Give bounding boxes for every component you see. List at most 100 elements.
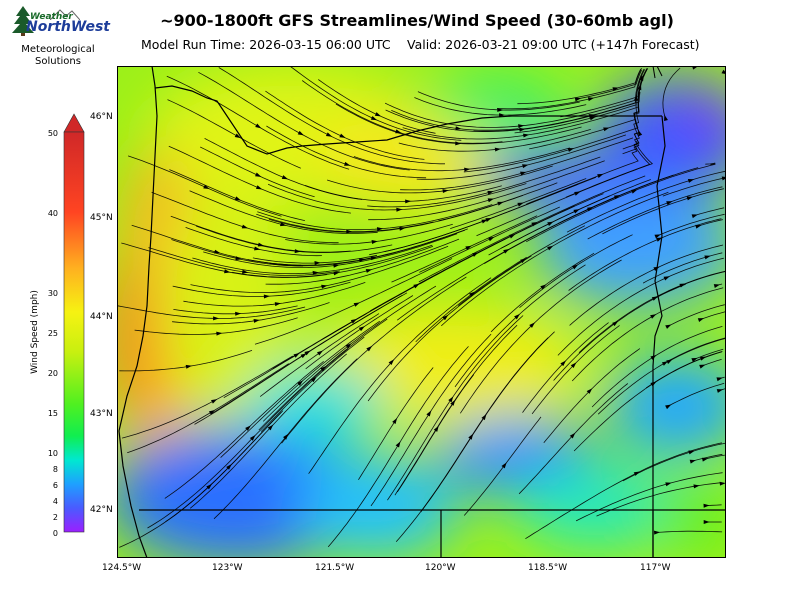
streamline-arrow — [399, 226, 406, 231]
streamline — [692, 453, 723, 462]
streamline — [694, 348, 724, 360]
streamline-arrow — [654, 234, 661, 239]
streamline — [189, 353, 347, 509]
streamline — [463, 101, 640, 173]
streamline-arrow — [442, 314, 449, 321]
streamline — [318, 79, 436, 134]
streamline — [473, 69, 645, 132]
streamline-arrow — [613, 195, 621, 200]
streamline-arrow — [344, 161, 351, 166]
streamline — [220, 320, 381, 458]
colorbar-tick-30: 30 — [47, 289, 58, 298]
map-frame — [117, 66, 726, 558]
streamline — [289, 66, 462, 141]
streamline — [147, 348, 349, 529]
mountain-icon — [50, 9, 80, 20]
colorbar-tick-50: 50 — [47, 129, 58, 138]
streamline-arrow — [465, 245, 472, 251]
streamline-arrow — [650, 314, 657, 319]
colorbar: 0 2 4 6 8 10 15 20 25 30 40 50 Wind Speed (mph) — [0, 100, 100, 550]
streamline-arrow — [254, 246, 261, 251]
streamline-arrow — [633, 471, 640, 476]
streamline — [402, 106, 638, 140]
streamline — [526, 140, 640, 205]
streamline-arrow — [631, 189, 638, 194]
streamline-arrow — [666, 201, 673, 206]
model-run-time: Model Run Time: 2026-03-15 06:00 UTC — [141, 37, 391, 52]
streamline-arrow — [485, 218, 492, 223]
streamline — [602, 188, 724, 235]
colorbar-bar — [63, 113, 85, 533]
streamline-arrow — [520, 171, 527, 176]
tree-icon — [12, 6, 34, 36]
streamline — [587, 186, 723, 240]
streamline-arrow — [374, 112, 382, 117]
streamline-arrow — [529, 322, 535, 328]
streamline-arrow — [253, 318, 260, 323]
streamline-arrow — [656, 237, 663, 242]
streamline-arrow — [666, 359, 673, 364]
streamline-arrow — [211, 399, 218, 404]
streamline — [121, 355, 294, 439]
streamline-arrow — [695, 224, 702, 229]
streamline-arrow — [242, 269, 249, 274]
streamline-arrow — [701, 457, 709, 462]
streamline-arrow — [699, 356, 707, 361]
streamline-arrow — [366, 345, 373, 352]
logo-subtitle-line2: Solutions — [35, 56, 81, 67]
streamline-arrow — [567, 148, 575, 152]
streamline — [701, 311, 726, 320]
or-id-border — [652, 115, 666, 558]
streamline — [668, 304, 725, 327]
streamline-arrow — [468, 433, 474, 440]
streamline — [218, 67, 445, 165]
lon-label-124-5: 124.5°W — [102, 563, 142, 573]
streamline-arrow — [574, 191, 581, 196]
streamline — [566, 170, 726, 233]
streamline — [370, 333, 492, 507]
streamline-arrow — [522, 164, 529, 169]
streamline-arrow — [464, 167, 471, 172]
streamline-arrow — [455, 126, 462, 131]
streamline-arrow — [224, 269, 231, 274]
streamline-arrow — [665, 324, 672, 329]
streamline-arrow — [245, 425, 251, 431]
streamline — [569, 244, 724, 326]
streamline-arrow — [693, 484, 700, 489]
streamline-arrow — [719, 481, 726, 486]
streamline-arrow — [216, 331, 223, 336]
streamline-arrow — [523, 133, 530, 138]
streamline-arrow — [280, 222, 287, 227]
logo-subtitle-line1: Meteorological — [21, 44, 95, 55]
streamline-arrow — [488, 236, 495, 242]
streamline-arrow — [455, 141, 462, 146]
streamline-arrow — [283, 433, 289, 440]
streamline — [418, 175, 646, 283]
streamline-arrow — [487, 190, 494, 195]
streamline — [668, 382, 725, 407]
coastline — [118, 66, 158, 558]
streamline-arrow — [263, 294, 270, 299]
streamline — [415, 256, 527, 343]
streamline-arrow — [574, 97, 582, 102]
streamline-arrow — [312, 270, 319, 275]
streamline-arrow — [234, 133, 241, 139]
streamline-arrow — [405, 199, 412, 204]
streamline — [454, 264, 586, 388]
streamline — [265, 238, 460, 285]
streamline — [517, 68, 642, 105]
streamline-arrow — [689, 459, 697, 464]
streamline — [164, 360, 324, 499]
streamline — [391, 215, 538, 283]
streamline-arrow — [255, 123, 262, 129]
streamline-arrow — [547, 245, 554, 251]
streamline — [369, 176, 597, 256]
streamline-arrow — [442, 189, 449, 194]
colorbar-tick-6: 6 — [52, 481, 58, 490]
streamline-arrow — [339, 133, 346, 138]
colorbar-tick-8: 8 — [52, 465, 58, 474]
streamlines — [117, 66, 726, 548]
streamline-arrow — [241, 224, 249, 229]
logo-subtitle: Meteorological Solutions — [10, 44, 106, 68]
streamline-arrow — [274, 302, 281, 307]
